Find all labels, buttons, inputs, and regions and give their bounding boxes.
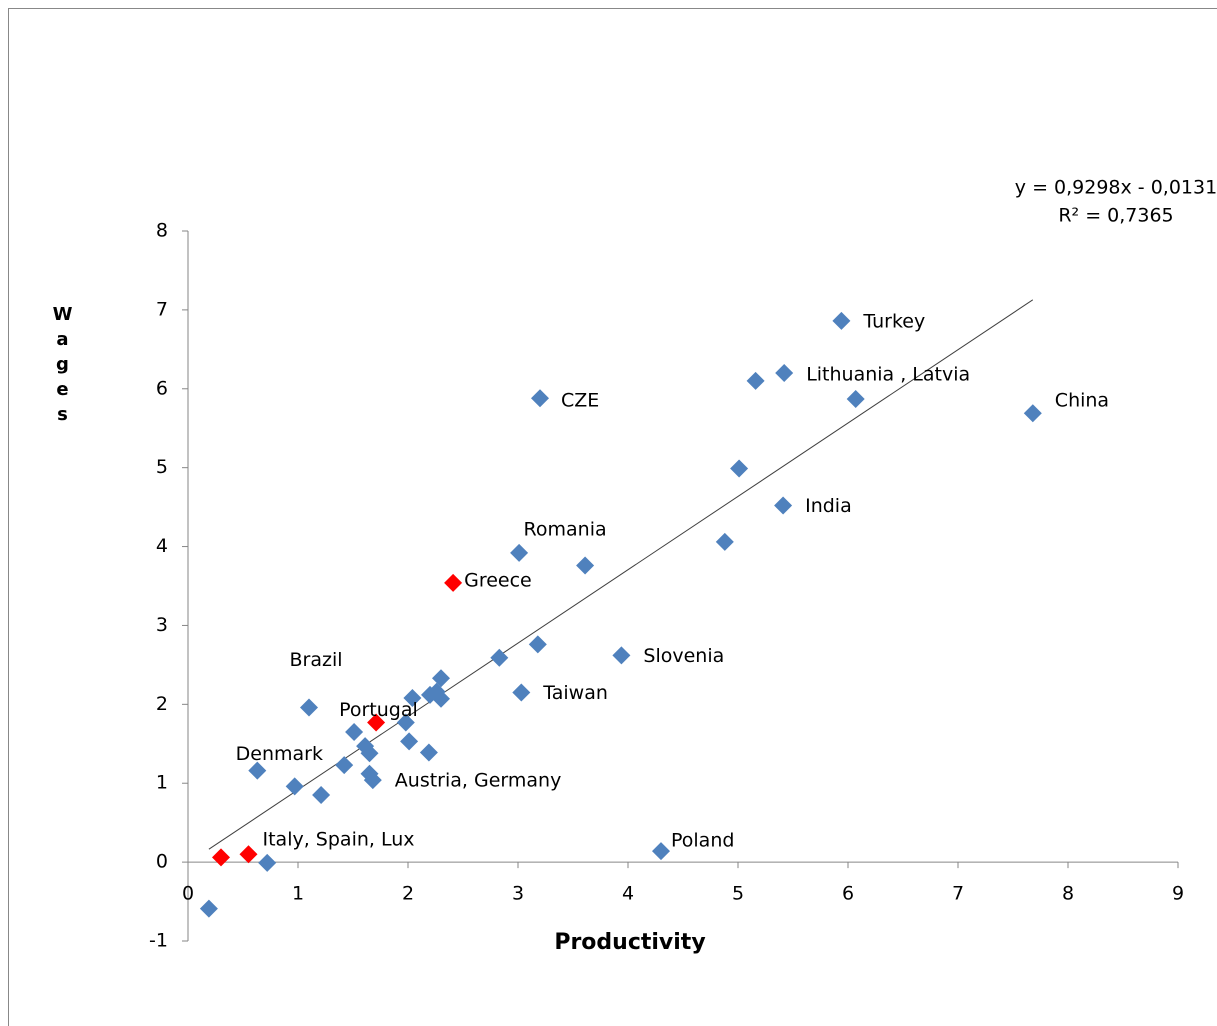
point xyxy=(403,689,422,708)
trend-equation: y = 0,9298x - 0,0131 xyxy=(1015,177,1217,199)
x-tick-label: 2 xyxy=(402,883,414,905)
point xyxy=(360,744,379,763)
point xyxy=(652,842,670,861)
point-label: Brazil xyxy=(289,649,342,671)
point xyxy=(335,756,354,775)
point xyxy=(258,853,277,872)
y-tick-label: 6 xyxy=(156,377,168,399)
point xyxy=(528,635,547,654)
point xyxy=(248,761,267,780)
y-tick-label: 1 xyxy=(156,772,168,794)
point xyxy=(832,311,851,330)
point xyxy=(576,556,595,575)
point-label: Lithuania , Latvia xyxy=(806,364,970,386)
x-tick-label: 6 xyxy=(842,883,854,905)
x-tick-label: 7 xyxy=(952,883,964,905)
point xyxy=(1023,404,1042,423)
y-tick-label: 0 xyxy=(156,851,168,873)
point xyxy=(285,777,304,796)
point xyxy=(419,743,438,762)
point-label: India xyxy=(805,495,852,517)
point xyxy=(239,845,258,864)
x-tick-label: 0 xyxy=(182,883,194,905)
point-label: CZE xyxy=(561,390,599,412)
point xyxy=(444,573,463,592)
point xyxy=(510,543,529,562)
x-tick-label: 9 xyxy=(1172,883,1184,905)
point xyxy=(367,713,386,732)
point xyxy=(774,496,793,515)
y-tick-label: 3 xyxy=(156,614,168,636)
x-tick-label: 8 xyxy=(1062,883,1074,905)
point-label: Poland xyxy=(671,830,734,852)
point-label: Romania xyxy=(524,518,607,540)
point xyxy=(363,771,382,790)
trendline xyxy=(208,299,1034,850)
point xyxy=(345,722,364,741)
point-label: Denmark xyxy=(236,743,323,765)
point-label: Portugal xyxy=(339,699,418,721)
point xyxy=(396,713,415,732)
point xyxy=(730,459,749,478)
point xyxy=(300,698,318,717)
point xyxy=(775,364,794,382)
point xyxy=(715,532,734,551)
x-tick-label: 3 xyxy=(512,883,524,905)
point-label: Greece xyxy=(464,569,532,591)
x-tick-label: 4 xyxy=(622,883,634,905)
x-axis-title: Productivity xyxy=(554,930,705,955)
point xyxy=(199,899,218,918)
point-label: Slovenia xyxy=(643,645,724,667)
y-tick-label: 5 xyxy=(156,456,168,478)
y-tick-label: -1 xyxy=(149,930,168,952)
trend-r2: R² = 0,7365 xyxy=(1058,205,1173,227)
point xyxy=(432,689,450,708)
point-label: Taiwan xyxy=(542,682,608,704)
point xyxy=(531,389,549,408)
point-label: Turkey xyxy=(862,310,925,332)
point xyxy=(212,848,230,867)
point xyxy=(432,669,450,688)
point-label: Italy, Spain, Lux xyxy=(263,829,415,851)
chart-border xyxy=(8,8,1217,1026)
point xyxy=(312,786,331,805)
point xyxy=(512,683,531,702)
point xyxy=(490,648,509,667)
y-axis-title: Wages xyxy=(52,304,73,429)
point-label: China xyxy=(1055,390,1109,412)
y-tick-label: 4 xyxy=(156,535,168,557)
point xyxy=(846,390,865,409)
x-tick-label: 1 xyxy=(292,883,304,905)
y-tick-label: 8 xyxy=(156,220,168,242)
point-label: Austria, Germany xyxy=(395,770,562,792)
x-tick-label: 5 xyxy=(732,883,744,905)
y-tick-label: 2 xyxy=(156,693,168,715)
point xyxy=(400,732,419,751)
y-tick-label: 7 xyxy=(156,298,168,320)
point xyxy=(746,371,765,390)
point xyxy=(612,646,631,665)
